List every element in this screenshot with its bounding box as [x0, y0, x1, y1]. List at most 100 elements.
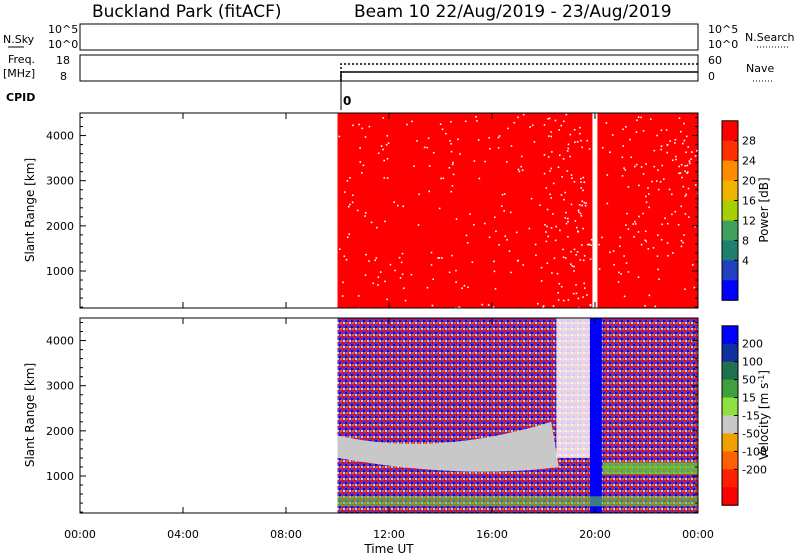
power-noise-cell	[583, 287, 586, 289]
power-noise-cell	[612, 250, 615, 252]
power-noise-cell	[684, 170, 686, 173]
power-noise-cell	[401, 273, 404, 276]
power-noise-cell	[481, 303, 484, 306]
power-noise-cell	[625, 126, 627, 128]
power-noise-cell	[488, 236, 491, 239]
power-noise-cell	[682, 185, 685, 188]
power-noise-cell	[560, 194, 563, 196]
y-tick-label: 2000	[46, 220, 74, 233]
power-noise-cell	[497, 136, 500, 139]
power-noise-cell	[664, 217, 666, 220]
power-noise-cell	[674, 138, 677, 141]
power-noise-cell	[577, 297, 580, 300]
power-noise-cell	[546, 208, 549, 211]
velocity-ylabel: Slant Range [km]	[23, 363, 37, 467]
power-noise-cell	[459, 153, 461, 155]
power-noise-cell	[545, 240, 548, 243]
power-noise-cell	[611, 134, 614, 136]
y-tick-label: 1000	[46, 265, 74, 278]
power-noise-cell	[522, 264, 524, 266]
power-noise-cell	[521, 169, 524, 171]
power-noise-cell	[625, 224, 627, 226]
power-noise-cell	[579, 126, 581, 129]
colorbar-swatch	[722, 343, 738, 363]
colorbar-swatch	[722, 397, 738, 416]
power-noise-cell	[528, 227, 531, 230]
power-noise-cell	[416, 140, 418, 142]
power-noise-cell	[569, 133, 572, 136]
nave-tick-top: 60	[708, 54, 722, 67]
power-noise-cell	[583, 181, 586, 184]
power-noise-cell	[688, 160, 691, 163]
power-noise-cell	[452, 173, 455, 176]
power-noise-cell	[549, 193, 551, 196]
power-noise-cell	[640, 166, 643, 168]
power-noise-cell	[401, 252, 404, 255]
power-noise-cell	[352, 124, 354, 127]
power-noise-cell	[582, 176, 585, 179]
power-noise-cell	[671, 159, 674, 162]
power-noise-cell	[618, 271, 620, 274]
power-noise-cell	[492, 306, 495, 308]
power-noise-cell	[346, 180, 349, 182]
power-noise-cell	[637, 231, 640, 233]
power-noise-cell	[564, 217, 567, 219]
power-noise-cell	[437, 257, 440, 259]
power-noise-cell	[578, 211, 580, 213]
power-noise-cell	[457, 138, 459, 141]
power-noise-cell	[377, 284, 379, 286]
power-noise-cell	[548, 117, 551, 120]
power-noise-cell	[581, 200, 584, 203]
power-noise-cell	[680, 239, 683, 242]
power-noise-cell	[455, 281, 457, 283]
power-noise-cell	[563, 120, 565, 123]
x-tick-label: 04:00	[167, 528, 199, 541]
power-noise-cell	[386, 298, 388, 301]
y-tick-label: 2000	[46, 425, 74, 438]
power-noise-cell	[338, 135, 341, 138]
power-noise-cell	[679, 172, 682, 174]
colorbar-tick-label: 50	[742, 374, 756, 387]
y-tick-label: 1000	[46, 470, 74, 483]
power-noise-cell	[426, 146, 428, 149]
power-noise-cell	[411, 120, 413, 123]
power-noise-cell	[634, 223, 637, 225]
power-noise-cell	[476, 120, 478, 122]
power-noise-cell	[617, 281, 620, 283]
power-noise-cell	[661, 223, 663, 226]
power-noise-cell	[588, 148, 591, 150]
power-noise-cell	[627, 186, 630, 188]
freq-tick-top: 18	[56, 54, 70, 67]
power-noise-cell	[675, 158, 677, 161]
power-noise-cell	[520, 165, 523, 168]
power-noise-cell	[564, 191, 566, 194]
power-noise-cell	[653, 165, 656, 168]
freq-label: Freq.	[8, 53, 35, 66]
power-noise-cell	[359, 161, 362, 163]
power-noise-cell	[585, 202, 587, 205]
power-noise-cell	[413, 165, 415, 167]
nave-label: Nave	[746, 62, 774, 75]
power-noise-cell	[583, 282, 586, 285]
power-noise-cell	[666, 151, 668, 154]
power-noise-cell	[552, 305, 555, 307]
power-noise-cell	[380, 145, 383, 147]
power-noise-cell	[549, 170, 551, 172]
time-x-axis: 00:00 04:00 08:00 12:00 16:00 20:00 00:00	[64, 113, 714, 541]
power-noise-cell	[374, 259, 377, 262]
power-noise-cell	[563, 198, 565, 201]
power-gap	[592, 113, 598, 308]
power-noise-cell	[382, 148, 384, 151]
power-noise-cell	[583, 201, 586, 204]
colorbar-swatch	[722, 415, 738, 434]
x-tick-label: 12:00	[373, 528, 405, 541]
power-noise-cell	[569, 155, 571, 158]
colorbar-tick-label: 4	[742, 254, 749, 267]
power-noise-cell	[640, 243, 643, 246]
power-noise-cell	[633, 165, 636, 168]
power-noise-cell	[488, 137, 490, 139]
nsky-label: N.Sky	[3, 33, 35, 46]
power-noise-cell	[522, 113, 525, 116]
power-noise-cell	[687, 171, 689, 173]
power-noise-cell	[621, 175, 624, 177]
